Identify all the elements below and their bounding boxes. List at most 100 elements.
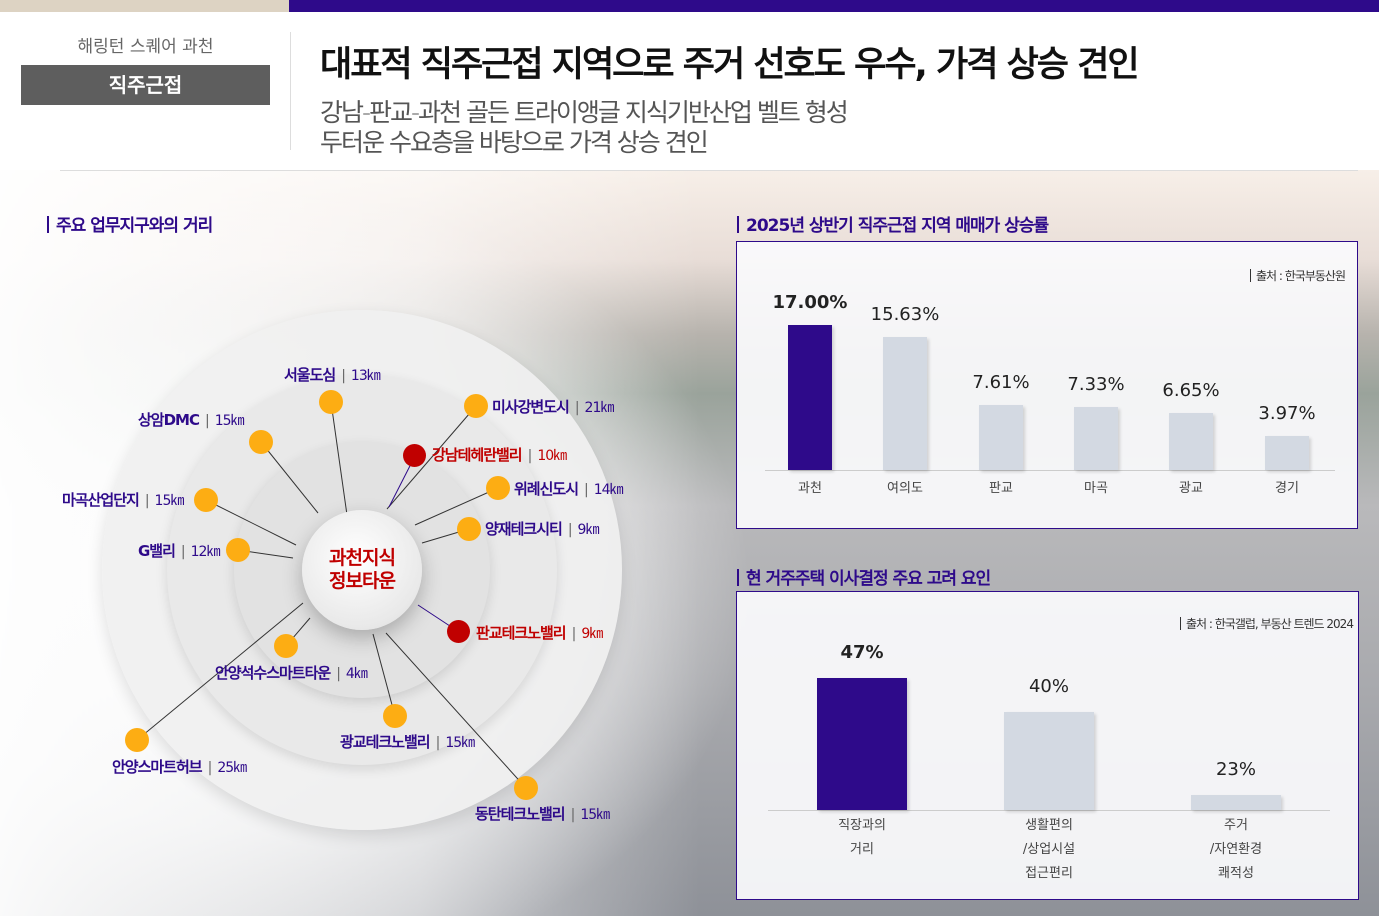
bar-value-label: 7.61% (972, 372, 1030, 394)
connector-line (260, 441, 319, 514)
location-label: 판교테크노밸리9㎞ (476, 622, 604, 643)
category-label: 과천 (798, 481, 822, 496)
connector-line (330, 401, 348, 516)
chart1-axis (765, 470, 1335, 471)
bar-value-label: 47% (840, 642, 884, 663)
location-name: G밸리 (138, 542, 176, 560)
bar (1169, 413, 1213, 470)
location-label: 상암DMC15㎞ (138, 409, 245, 430)
location-label: 위례신도시14㎞ (514, 478, 624, 499)
bar (1191, 795, 1281, 810)
bar (979, 405, 1023, 470)
location-marker (447, 620, 470, 643)
brand-name: 해링턴 스퀘어 과천 (77, 37, 214, 57)
chart1-source: 출처 : 한국부동산원 (1250, 267, 1346, 284)
location-distance: 9㎞ (562, 522, 600, 538)
connector-line (385, 632, 527, 789)
location-distance: 4㎞ (330, 666, 368, 682)
location-label: 광교테크노밸리15㎞ (340, 731, 476, 752)
category-label: 직장과의 거리 (838, 818, 886, 857)
location-distance: 15㎞ (139, 493, 185, 509)
connector-line (372, 633, 396, 717)
connector-line (205, 499, 297, 546)
category-label: 주거 /자연환경 쾌적성 (1209, 818, 1263, 881)
location-name: 마곡산업단지 (62, 491, 140, 509)
top-bar-left (0, 0, 289, 12)
chart1-title: 2025년 상반기 직주근접 지역 매매가 상승률 (737, 211, 1049, 236)
category-label: 판교 (989, 481, 1013, 496)
location-label: 서울도심13㎞ (284, 364, 381, 385)
location-distance: 13㎞ (335, 368, 381, 384)
location-name: 서울도심 (284, 366, 336, 384)
location-distance: 14㎞ (578, 482, 624, 498)
location-distance: 15㎞ (565, 807, 611, 823)
location-label: 강남테헤란밸리10㎞ (432, 444, 568, 465)
bar (1265, 436, 1309, 470)
connector-line (136, 602, 304, 741)
location-distance: 15㎞ (430, 735, 476, 751)
location-label: 양재테크시티9㎞ (485, 518, 600, 539)
location-distance: 21㎞ (569, 400, 615, 416)
location-marker (125, 728, 149, 752)
location-label: 안양스마트허브25㎞ (112, 756, 247, 777)
location-name: 광교테크노밸리 (340, 733, 431, 751)
location-name: 강남테헤란밸리 (432, 446, 523, 464)
location-name: 위례신도시 (514, 480, 579, 498)
chart2-axis (768, 810, 1330, 811)
location-marker (274, 634, 298, 658)
location-marker (514, 776, 538, 800)
divider (290, 32, 291, 150)
section-tag: 직주근접 (21, 65, 270, 105)
category-label: 경기 (1275, 481, 1299, 496)
location-distance: 10㎞ (522, 448, 568, 464)
connector-lines (136, 401, 527, 789)
bar-value-label: 17.00% (772, 292, 848, 313)
category-label: 여의도 (887, 481, 923, 496)
location-label: 안양석수스마트타운4㎞ (215, 662, 368, 683)
location-name: 판교테크노밸리 (476, 624, 567, 642)
bar-value-label: 6.65% (1162, 380, 1220, 402)
bar-value-label: 40% (1028, 676, 1069, 698)
subtitle-line: 두터운 수요층을 바탕으로 가격 상승 견인 (320, 128, 709, 157)
bar (788, 325, 832, 470)
location-marker (319, 390, 343, 414)
connector-line (386, 405, 477, 510)
location-distance: 9㎞ (566, 626, 604, 642)
bar (817, 678, 907, 810)
location-name: 양재테크시티 (485, 520, 563, 538)
bar (1004, 712, 1094, 810)
category-label: 마곡 (1084, 481, 1108, 496)
location-marker (457, 517, 481, 541)
bar (1074, 407, 1118, 470)
bar (883, 336, 927, 470)
distance-section-title: 주요 업무지구와의 거리 (47, 211, 213, 236)
location-marker (486, 476, 510, 500)
location-name: 안양스마트허브 (112, 758, 203, 776)
location-marker (226, 538, 250, 562)
bar-value-label: 3.97% (1258, 403, 1316, 425)
category-label: 광교 (1179, 481, 1203, 496)
location-distance: 12㎞ (175, 544, 221, 560)
location-name: 상암DMC (138, 411, 200, 429)
location-label: 동탄테크노밸리15㎞ (475, 803, 611, 824)
location-marker (249, 430, 273, 454)
top-bar-right (289, 0, 1379, 12)
bar-value-label: 23% (1215, 759, 1256, 781)
location-marker (383, 704, 407, 728)
bar-value-label: 15.63% (870, 303, 940, 325)
page-subtitle: 강남-판교-과천 골든 트라이앵글 지식기반산업 벨트 형성 두터운 수요층을 … (320, 98, 849, 158)
category-label: 생활편의 /상업시설 접근편리 (1022, 818, 1076, 881)
location-name: 안양석수스마트타운 (215, 664, 331, 682)
location-name: 동탄테크노밸리 (475, 805, 566, 823)
chart1-box (736, 241, 1358, 529)
location-marker (194, 488, 218, 512)
header-divider (60, 170, 1358, 171)
page-title: 대표적 직주근접 지역으로 주거 선호도 우수, 가격 상승 견인 (320, 45, 1140, 85)
location-marker (403, 444, 426, 467)
location-distance: 15㎞ (199, 413, 245, 429)
center-gwacheon: 과천지식 정보타운 (302, 510, 422, 630)
location-label: 마곡산업단지15㎞ (62, 489, 185, 510)
location-label: 미사강변도시21㎞ (492, 396, 615, 417)
location-label: G밸리12㎞ (138, 540, 221, 561)
center-label: 과천지식 (329, 547, 396, 569)
